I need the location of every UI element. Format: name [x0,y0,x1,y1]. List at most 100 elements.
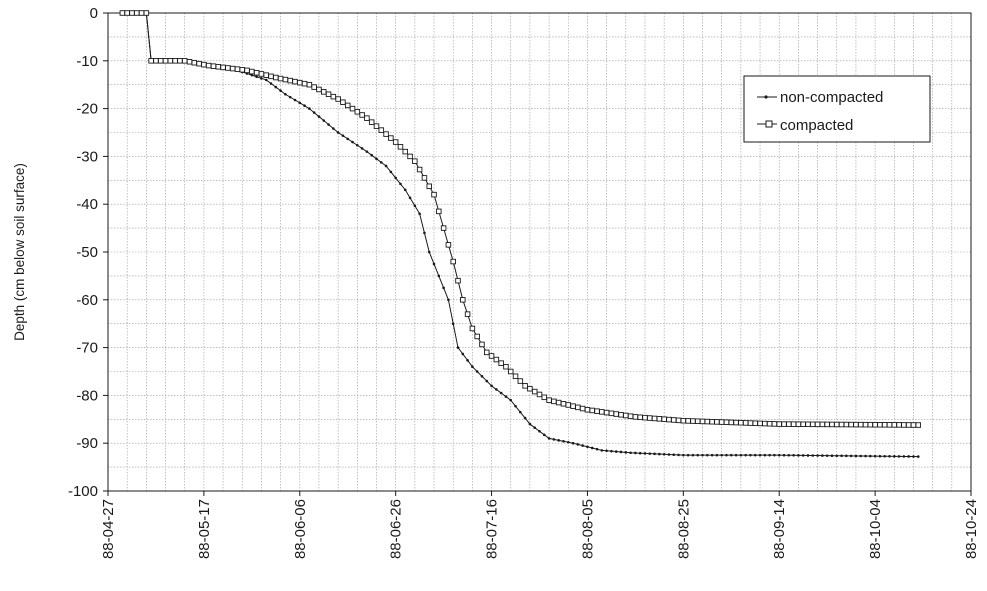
data-point-compacted [373,123,380,129]
data-point-compacted [786,421,792,427]
data-point-non-compacted [403,188,407,192]
data-point-compacted [157,58,164,64]
data-point-non-compacted [869,454,872,458]
data-point-non-compacted [662,452,666,456]
data-point-compacted [575,404,581,411]
data-point-non-compacted [849,454,853,458]
data-point-non-compacted [892,455,896,458]
data-point-non-compacted [408,196,412,200]
data-point-non-compacted [590,446,594,450]
data-point-non-compacted [456,346,460,349]
legend-box [743,75,931,143]
data-point-compacted [613,411,619,417]
data-point-compacted [287,77,293,84]
data-point-compacted [153,58,159,64]
data-point-compacted [819,421,826,428]
x-tick-label: 88-06-26 [388,499,405,559]
data-point-compacted [436,208,442,215]
data-point-compacted [364,115,370,121]
data-point-compacted [599,409,605,415]
data-point-compacted [862,421,869,428]
data-point-compacted [196,60,202,67]
y-tick-label: -30 [76,148,98,165]
data-point-compacted [431,191,437,198]
data-point-non-compacted [274,85,278,89]
series-line-compacted [122,12,919,426]
data-point-compacted [632,414,639,420]
data-point-compacted [834,421,840,428]
data-point-compacted [651,415,658,422]
data-point-non-compacted [308,107,311,110]
data-point-non-compacted [427,250,431,254]
data-point-compacted [244,67,250,74]
data-point-compacted [354,109,361,115]
data-point-compacted [555,399,562,406]
data-point-non-compacted [619,450,623,454]
data-point-non-compacted [883,454,886,458]
data-point-compacted [507,368,514,375]
data-point-compacted [560,401,567,407]
data-point-non-compacted [739,453,743,457]
data-point-non-compacted [715,453,719,457]
data-point-non-compacted [562,439,565,443]
y-tick-label: -20 [76,101,98,118]
data-point-compacted [901,422,907,428]
data-point-compacted [292,78,298,85]
data-point-non-compacted [907,455,910,458]
data-point-compacted [853,421,859,428]
data-point-non-compacted [399,182,402,186]
data-point-non-compacted [897,455,901,458]
data-point-compacted [474,333,480,340]
data-point-compacted [124,10,130,16]
x-tick-label: 88-07-16 [484,499,501,559]
data-point-non-compacted [480,374,484,378]
data-point-non-compacted [610,449,613,453]
data-point-compacted [915,422,922,428]
data-point-compacted [718,419,725,425]
data-point-compacted [661,416,667,422]
data-point-compacted [488,353,495,359]
data-point-compacted [167,58,174,64]
data-point-compacted [685,418,691,424]
data-point-non-compacted [346,137,350,141]
data-point-non-compacted [389,170,393,174]
data-point-non-compacted [912,455,915,458]
data-point-compacted [344,102,351,109]
data-point-compacted [781,421,787,427]
data-point-compacted [268,73,274,80]
data-point-non-compacted [648,452,652,455]
data-point-compacted [493,356,500,363]
data-point-compacted [824,421,830,428]
data-point-compacted [670,417,677,423]
data-point-non-compacted [792,453,795,457]
data-point-compacted [368,119,375,125]
data-point-non-compacted [341,134,345,137]
data-point-non-compacted [682,453,685,457]
data-point-non-compacted [298,101,302,105]
x-tick-label: 88-09-14 [771,499,788,559]
data-point-compacted [503,363,509,370]
data-point-compacted [675,417,682,424]
data-point-compacted [551,398,557,405]
data-point-non-compacted [413,204,417,208]
data-point-non-compacted [332,127,335,130]
data-point-compacted [239,67,245,73]
data-point-compacted [383,131,389,137]
data-point-non-compacted [821,454,824,457]
data-point-non-compacted [902,455,906,458]
data-point-non-compacted [269,82,273,85]
data-point-compacted [546,397,552,403]
data-point-non-compacted [916,455,920,458]
x-tick-labels: 88-04-27 88-05-17 88-06-06 88-06-26 88-07-16… [100,491,980,559]
data-point-non-compacted [600,449,604,452]
data-point-non-compacted [533,426,537,429]
data-point-compacted [210,63,217,69]
data-point-compacted [134,10,140,16]
data-point-compacted [359,112,365,118]
data-point-compacted [800,421,806,427]
data-point-non-compacted [638,451,642,455]
data-point-compacted [440,225,447,231]
data-point-non-compacted [758,453,762,457]
data-point-non-compacted [720,453,723,457]
data-point-non-compacted [653,452,656,456]
